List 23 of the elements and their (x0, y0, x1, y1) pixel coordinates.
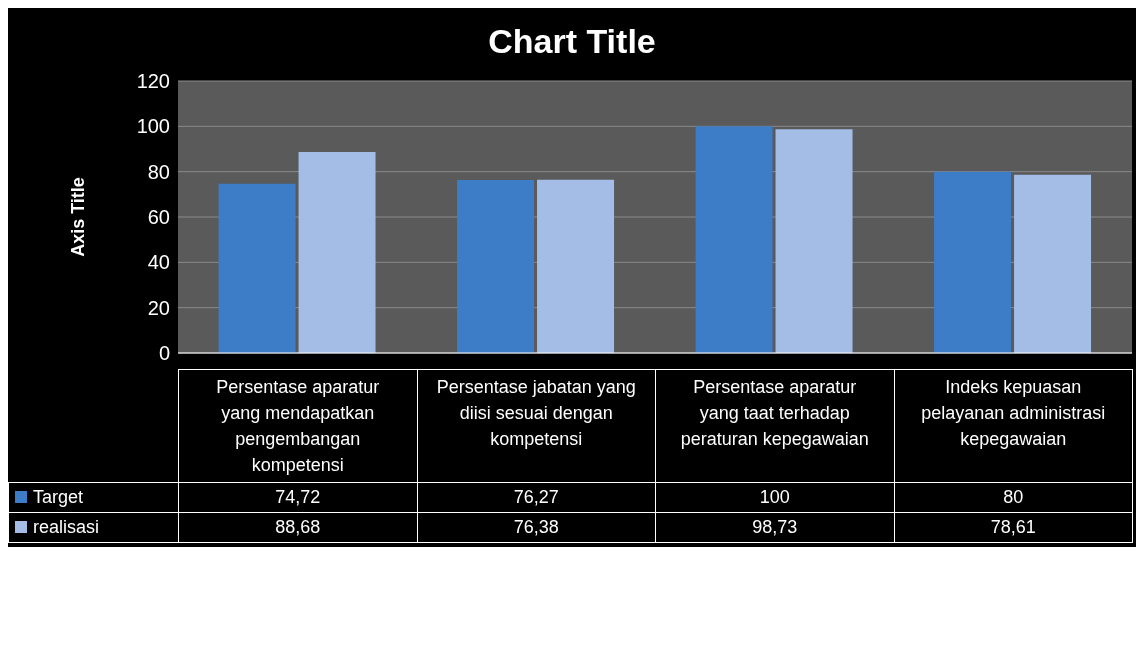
y-tick-label: 60 (147, 206, 170, 229)
data-label: 76,27 (417, 482, 656, 513)
y-tick-label: 0 (158, 342, 170, 365)
data-label: 80 (894, 482, 1133, 513)
y-tick-label: 40 (147, 251, 170, 274)
y-tick-label: 120 (136, 70, 170, 93)
data-label: 78,61 (894, 512, 1133, 543)
x-tick-label: Indeks kepuasan pelayanan administrasi kepegawaian (894, 369, 1133, 483)
legend-label: Target (8, 482, 179, 513)
y-tick-label: 20 (147, 296, 170, 319)
data-label: 76,38 (417, 512, 656, 543)
x-tick-label: Persentase jabatan yang diisi sesuai dengan kompetensi (417, 369, 656, 483)
y-axis-title: Axis Title (68, 177, 89, 257)
data-label: 74,72 (178, 482, 417, 513)
x-tick-label: Persentase aparatur yang taat terhadap peraturan kepegawaian (655, 369, 894, 483)
x-tick-label: Persentase aparatur yang mendapatkan pengembangan kompetensi (178, 369, 417, 483)
data-label: 98,73 (655, 512, 894, 543)
legend-label: realisasi (8, 512, 179, 543)
data-label: 88,68 (178, 512, 417, 543)
y-tick-label: 80 (147, 160, 170, 183)
data-label: 100 (655, 482, 894, 513)
chart-title: Chart Title (487, 21, 657, 62)
y-tick-label: 100 (136, 115, 170, 138)
